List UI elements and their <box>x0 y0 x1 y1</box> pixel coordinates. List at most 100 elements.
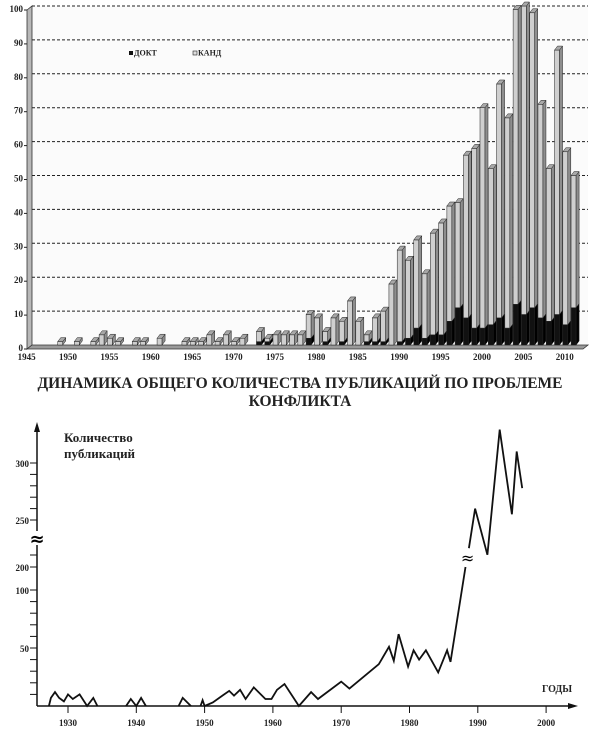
bar-top <box>197 337 207 342</box>
x-tick-label: 2000 <box>473 352 492 362</box>
bar-top <box>529 8 539 14</box>
bar-top <box>504 113 514 119</box>
x-tick-label: 1990 <box>469 718 488 728</box>
x-tick-label: 1950 <box>196 718 215 728</box>
bar-top <box>131 337 141 342</box>
x-tick-label: 1960 <box>264 718 283 728</box>
y-tick-label: 10 <box>14 309 24 319</box>
x-tick-label: 2005 <box>514 352 533 362</box>
bar-1973 <box>255 326 265 346</box>
bar-1983 <box>338 316 348 346</box>
y-tick-label: 90 <box>14 38 24 48</box>
bar-2008 <box>545 163 555 346</box>
series-line-segment <box>125 696 147 708</box>
bar-top <box>140 337 150 342</box>
bar-top <box>496 79 506 85</box>
bar-top <box>214 337 224 342</box>
legend-swatch-kand <box>192 50 198 56</box>
bar-1998 <box>462 150 472 346</box>
y-tick-label: 60 <box>14 140 24 150</box>
bar-top <box>322 327 332 332</box>
bar-2011 <box>570 170 580 346</box>
stacked-bar-chart: 0 10 20 30 40 50 60 70 80 90 100 1945 1950 1955 1960 19… <box>10 1 590 362</box>
y-axis-break-icon: ≈ <box>29 529 44 550</box>
bar-top <box>330 313 340 319</box>
bar-top <box>297 330 307 336</box>
bar-top <box>355 317 365 322</box>
series-line-segment <box>177 696 192 707</box>
bar-top <box>462 150 472 156</box>
bar-top <box>255 327 265 332</box>
bar-1988 <box>380 306 390 346</box>
bar-top <box>206 330 216 336</box>
floor <box>25 344 590 350</box>
bar-1996 <box>446 201 456 346</box>
bar-1959 <box>140 336 150 346</box>
bar-1993 <box>421 269 431 346</box>
x-tick-label: 1930 <box>59 718 78 728</box>
bar-top <box>438 218 448 224</box>
bar-1986 <box>363 330 373 346</box>
series-line-segment <box>48 690 99 708</box>
bar-1995 <box>438 218 448 346</box>
y-tick-label: 50 <box>14 174 24 184</box>
bar-top <box>487 164 497 169</box>
bar-1989 <box>388 279 398 346</box>
x-tick-label: 1965 <box>183 352 202 362</box>
bar-top <box>90 337 100 342</box>
bar-1990 <box>396 245 406 346</box>
x-tick-label: 1985 <box>349 352 368 362</box>
bar-1976 <box>280 330 290 346</box>
y-axis-label-line-2: публикаций <box>64 446 136 461</box>
bar-top <box>520 1 530 7</box>
bar-top <box>98 330 108 336</box>
bar-top <box>305 310 315 315</box>
bar-2001 <box>487 163 497 346</box>
bar-top <box>57 337 67 342</box>
bar-top <box>115 337 125 342</box>
bar-1974 <box>264 333 274 346</box>
x-tick-label: 1945 <box>18 352 37 362</box>
x-tick-label: 1980 <box>307 352 326 362</box>
bar-2005 <box>520 1 530 346</box>
bar-1982 <box>330 313 340 346</box>
bar-top <box>222 330 232 336</box>
y-axis-arrow-icon <box>34 422 40 432</box>
bar-2003 <box>504 113 514 346</box>
bar-2010 <box>562 147 572 346</box>
bar-1977 <box>289 330 299 346</box>
y-tick-label: 300 <box>16 459 30 469</box>
bar-1984 <box>347 296 357 346</box>
bar-top <box>554 45 564 51</box>
bar-2004 <box>512 4 522 346</box>
bar-1961 <box>156 333 166 346</box>
bar-1951 <box>73 336 83 346</box>
bar-top <box>347 296 357 302</box>
legend-swatch-dokt <box>129 51 133 55</box>
bar-1953 <box>90 336 100 346</box>
bar-2007 <box>537 99 547 346</box>
bar-1968 <box>214 336 224 346</box>
bar-top <box>231 337 241 342</box>
bar-top <box>156 333 166 339</box>
bar-top <box>189 337 199 342</box>
bar-top <box>280 330 290 336</box>
bar-1997 <box>454 197 464 346</box>
bar-1985 <box>355 316 365 346</box>
bar-1966 <box>197 336 207 346</box>
bar-top <box>338 317 348 322</box>
x-tick-label: 2000 <box>537 718 556 728</box>
x-axis-label: ГОДЫ <box>542 684 572 695</box>
bar-top <box>537 100 547 105</box>
y-tick-label: 30 <box>14 241 24 251</box>
y-axis-label-line-1: Количество <box>64 430 133 445</box>
bar-2002 <box>496 79 506 346</box>
bar-2006 <box>529 8 539 346</box>
legend-label-kand: КАНД <box>198 49 222 58</box>
x-tick-label: 1955 <box>100 352 119 362</box>
chart-title-line-2: КОНФЛИКТА <box>248 393 352 410</box>
y-tick-label: 40 <box>14 207 24 217</box>
x-tick-label: 2010 <box>556 352 575 362</box>
y-tick-label: 0 <box>19 343 24 353</box>
bar-top <box>512 5 522 10</box>
